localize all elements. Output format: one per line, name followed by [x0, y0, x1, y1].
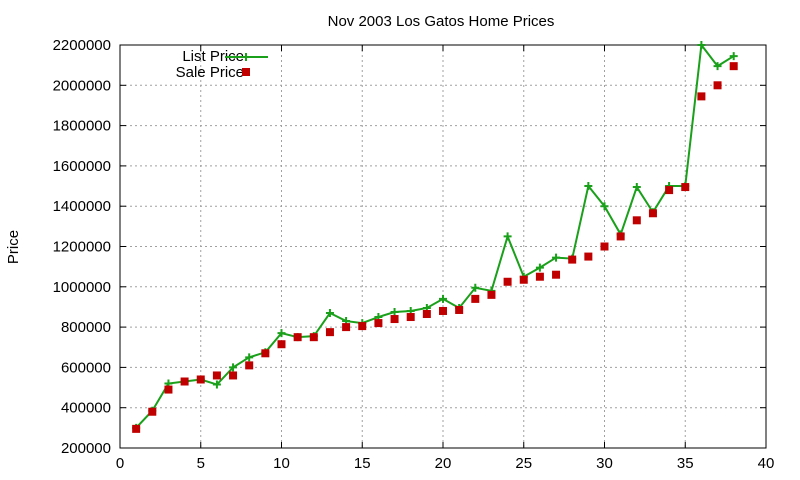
data-point — [277, 329, 286, 338]
y-tick-label: 800000 — [61, 319, 111, 336]
legend: List Price Sale Price — [176, 48, 268, 81]
data-point — [584, 252, 593, 261]
y-tick-labels: 200000 400000 600000 800000 1000000 1200000 14… — [53, 37, 111, 457]
data-point — [632, 216, 641, 225]
data-point — [358, 322, 367, 331]
data-point — [665, 186, 674, 195]
data-point — [713, 81, 722, 90]
data-point — [277, 340, 286, 349]
y-tick-label: 1200000 — [53, 239, 111, 256]
y-tick-label: 600000 — [61, 359, 111, 376]
data-point — [713, 62, 722, 71]
data-point — [293, 333, 302, 342]
data-point — [439, 306, 447, 315]
series-list-price — [132, 41, 738, 432]
data-point — [196, 375, 205, 384]
data-point — [471, 283, 480, 292]
axis-ticks — [119, 44, 767, 449]
data-point — [471, 294, 480, 303]
series-layer — [132, 41, 738, 433]
data-point — [229, 363, 238, 372]
data-point — [632, 183, 641, 192]
x-tick-label: 40 — [758, 455, 775, 472]
data-point — [697, 41, 706, 49]
data-point — [600, 242, 609, 251]
y-tick-label: 1400000 — [53, 198, 111, 215]
data-point — [422, 310, 431, 319]
data-point — [729, 62, 738, 71]
data-point — [406, 313, 415, 322]
data-point — [245, 361, 254, 370]
data-point — [697, 92, 706, 101]
data-point — [148, 407, 157, 416]
data-point — [535, 272, 544, 281]
data-point — [374, 319, 383, 328]
x-tick-labels: 0 5 10 15 20 25 30 35 40 — [116, 455, 775, 472]
data-point — [616, 232, 625, 241]
y-tick-label: 2000000 — [53, 77, 111, 94]
x-tick-label: 20 — [435, 455, 452, 472]
x-tick-label: 0 — [116, 455, 124, 472]
x-tick-label: 25 — [515, 455, 532, 472]
legend-label-list-price: List Price — [182, 48, 244, 65]
data-point — [439, 294, 447, 303]
data-point — [390, 315, 399, 324]
data-point — [132, 424, 141, 433]
data-point — [229, 371, 238, 380]
x-tick-label: 30 — [596, 455, 613, 472]
legend-marker-sale-price — [242, 68, 250, 76]
data-point — [261, 349, 270, 358]
data-point — [519, 275, 528, 284]
data-point — [552, 270, 561, 279]
y-axis-label: Price — [5, 230, 22, 264]
data-point — [568, 255, 577, 264]
data-point — [309, 333, 318, 342]
y-tick-label: 200000 — [61, 440, 111, 457]
y-tick-label: 1800000 — [53, 118, 111, 135]
data-point — [212, 380, 221, 389]
x-tick-label: 15 — [354, 455, 371, 472]
data-point — [245, 353, 254, 362]
data-point — [503, 277, 512, 286]
data-point — [325, 308, 334, 317]
series-sale-price — [132, 62, 738, 433]
series-line — [135, 42, 735, 429]
data-point — [212, 371, 221, 380]
x-tick-label: 35 — [677, 455, 694, 472]
chart-title: Nov 2003 Los Gatos Home Prices — [328, 13, 555, 30]
y-tick-label: 2200000 — [53, 37, 111, 54]
y-tick-label: 400000 — [61, 400, 111, 417]
data-point — [503, 232, 512, 241]
y-tick-label: 1600000 — [53, 158, 111, 175]
data-point — [681, 183, 690, 192]
data-point — [552, 253, 561, 262]
grid — [120, 45, 766, 448]
data-point — [535, 263, 544, 272]
x-tick-label: 5 — [197, 455, 205, 472]
legend-label-sale-price: Sale Price — [176, 64, 244, 81]
y-tick-label: 1000000 — [53, 279, 111, 296]
data-point — [325, 328, 334, 337]
data-point — [487, 290, 496, 299]
data-point — [600, 202, 609, 211]
data-point — [390, 307, 399, 316]
data-point — [164, 385, 173, 394]
data-point — [455, 305, 464, 314]
data-point — [342, 323, 351, 332]
x-tick-label: 10 — [273, 455, 290, 472]
data-point — [180, 377, 189, 386]
data-point — [584, 182, 593, 191]
data-point — [648, 209, 657, 218]
legend-marker-list-price — [242, 53, 250, 61]
data-point — [729, 52, 738, 61]
